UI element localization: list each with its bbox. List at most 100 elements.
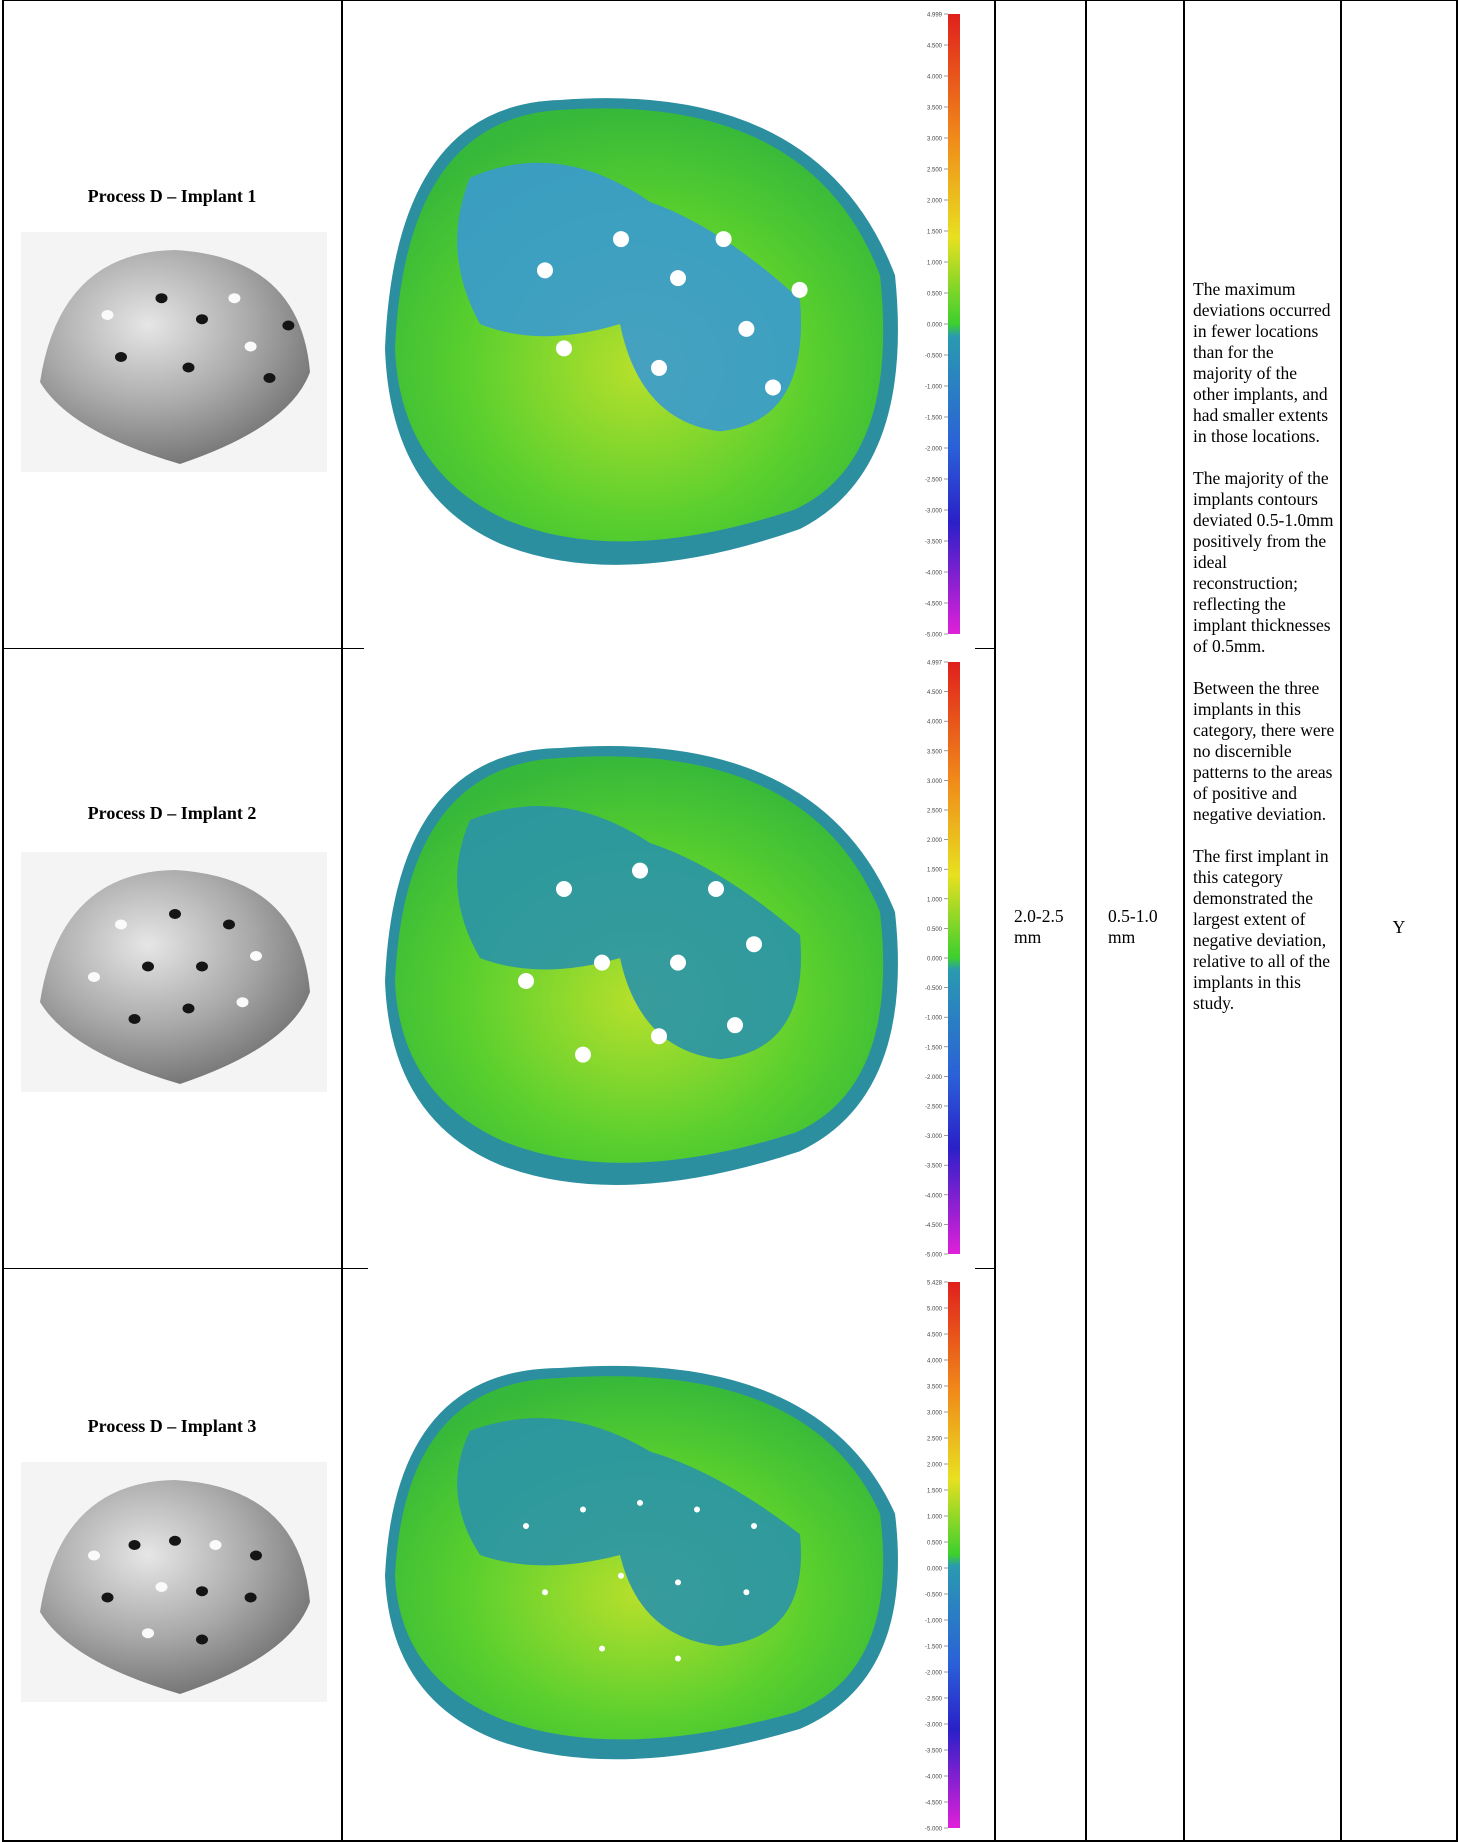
scale-label: -3.000 — [925, 1134, 943, 1140]
hole — [102, 310, 114, 320]
hole — [183, 363, 195, 373]
scale-label: 3.500 — [927, 1385, 943, 1391]
scale-label: 4.997 — [927, 661, 943, 667]
map-hole — [746, 936, 762, 952]
scale-label: 1.000 — [927, 261, 943, 267]
scale-label: 4.999 — [927, 13, 943, 19]
hole — [169, 1536, 181, 1546]
scale-label: 3.500 — [927, 106, 943, 112]
hole — [245, 1593, 257, 1603]
map-hole — [632, 863, 648, 879]
scale-label: -3.500 — [925, 540, 943, 546]
hole — [115, 352, 127, 362]
scale-label: 2.000 — [927, 199, 943, 205]
map-hole — [580, 1506, 586, 1512]
scale-label: 5.000 — [927, 1307, 943, 1313]
hole — [129, 1540, 141, 1550]
map-hole — [651, 360, 667, 376]
map-hole — [675, 1656, 681, 1662]
hole — [264, 373, 276, 383]
scale-label: -2.000 — [925, 1075, 943, 1081]
map-hole — [765, 379, 781, 395]
scale-label: -2.000 — [925, 447, 943, 453]
scale-label: 0.500 — [927, 292, 943, 298]
map-hole — [727, 1017, 743, 1033]
hole — [102, 1593, 114, 1603]
hole — [129, 1014, 141, 1024]
map-hole — [542, 1589, 548, 1595]
hole — [237, 997, 249, 1007]
map-hole — [618, 1573, 624, 1579]
scale-label: 4.500 — [927, 44, 943, 50]
deviation-map — [385, 746, 898, 1185]
colorbar — [948, 662, 960, 1254]
map-hole — [716, 231, 732, 247]
scale-label: -4.500 — [925, 1801, 943, 1807]
scale-label: 2.000 — [927, 838, 943, 844]
scale-label: -2.000 — [925, 1671, 943, 1677]
hole — [245, 342, 257, 352]
scale-label: 1.500 — [927, 1489, 943, 1495]
hole — [142, 962, 154, 972]
hole — [196, 1635, 208, 1645]
scale-label: -4.000 — [925, 1193, 943, 1199]
scale-label: 4.500 — [927, 690, 943, 696]
map-hole — [594, 955, 610, 971]
hole — [88, 1551, 100, 1561]
scale-label: 0.500 — [927, 927, 943, 933]
scale-label: 0.000 — [927, 323, 943, 329]
scale-label: -4.500 — [925, 1223, 943, 1229]
scale-label: 4.500 — [927, 1333, 943, 1339]
map-hole — [537, 262, 553, 278]
implant-photo — [21, 1462, 327, 1702]
scale-label: 4.000 — [927, 75, 943, 81]
hole — [156, 1582, 168, 1592]
scale-label: -1.500 — [925, 1045, 943, 1051]
scale-label: -1.000 — [925, 1016, 943, 1022]
scale-label: -5.000 — [925, 633, 943, 639]
scale-label: 2.500 — [927, 168, 943, 174]
map-hole — [599, 1646, 605, 1652]
scale-label: 5.428 — [927, 1281, 943, 1287]
deviation-map — [385, 98, 898, 565]
deviation-map — [385, 1366, 898, 1759]
scale-label: -1.000 — [925, 1619, 943, 1625]
scale-label: -3.000 — [925, 1723, 943, 1729]
map-hole — [675, 1579, 681, 1585]
hole — [196, 1586, 208, 1596]
hole — [210, 1540, 222, 1550]
scale-label: -1.500 — [925, 416, 943, 422]
scale-label: 0.500 — [927, 1541, 943, 1547]
scale-label: -3.500 — [925, 1749, 943, 1755]
scale-label: -5.000 — [925, 1827, 943, 1833]
hole — [223, 920, 235, 930]
figures: 4.999 4.500 4.000 3.500 3.000 2.500 2.000 1.500… — [0, 0, 1461, 1842]
hole — [183, 1004, 195, 1014]
scale-label: 1.500 — [927, 230, 943, 236]
scale-label: -0.500 — [925, 354, 943, 360]
map-hole — [651, 1028, 667, 1044]
scale-label: -1.000 — [925, 385, 943, 391]
scale-label: 4.000 — [927, 1359, 943, 1365]
scale-label: 3.000 — [927, 137, 943, 143]
scale-label: -1.500 — [925, 1645, 943, 1651]
scale-label: 2.000 — [927, 1463, 943, 1469]
scale-label: -2.500 — [925, 1697, 943, 1703]
colorbar — [948, 1282, 960, 1828]
scale-label: 3.500 — [927, 749, 943, 755]
scale-label: -4.000 — [925, 1775, 943, 1781]
hole — [156, 293, 168, 303]
hole — [115, 920, 127, 930]
map-hole — [613, 231, 629, 247]
hole — [250, 951, 262, 961]
scale-label: 3.000 — [927, 779, 943, 785]
scale-label: 4.000 — [927, 720, 943, 726]
hole — [196, 314, 208, 324]
hole — [196, 962, 208, 972]
hole — [169, 909, 181, 919]
map-hole — [738, 321, 754, 337]
hole — [228, 293, 240, 303]
map-hole — [670, 955, 686, 971]
map-hole — [694, 1506, 700, 1512]
map-hole — [518, 973, 534, 989]
